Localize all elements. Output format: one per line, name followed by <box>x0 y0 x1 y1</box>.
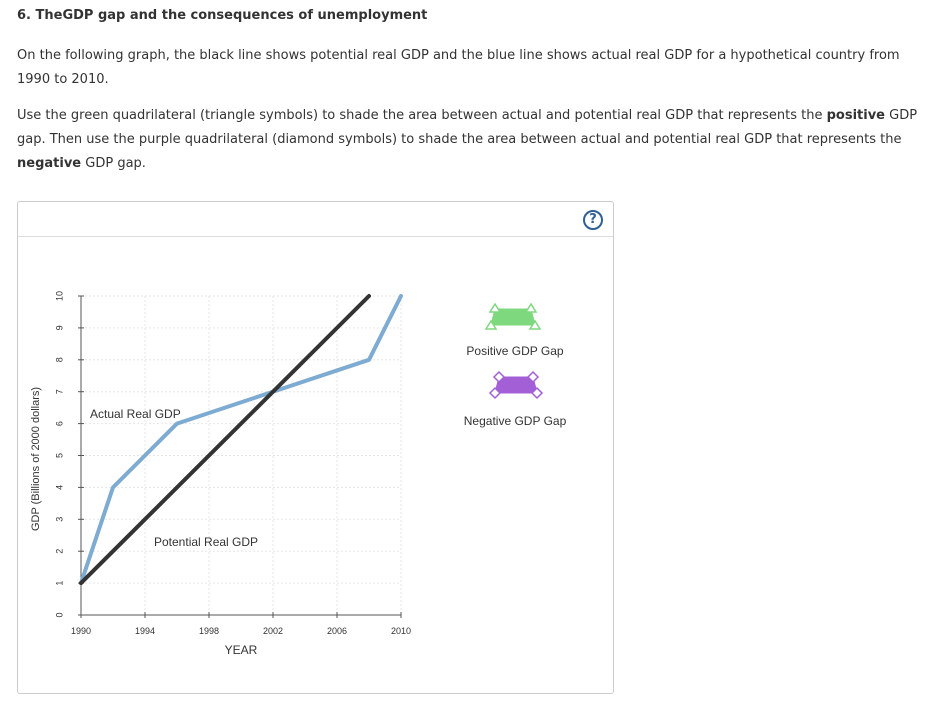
instruction-text-b: GDP gap. Then use the purple quadrilater… <box>17 108 918 147</box>
y-tick-label: 1 <box>54 581 64 586</box>
diamond-handle-icon[interactable] <box>530 386 544 400</box>
positive-gap-tool[interactable] <box>484 302 542 330</box>
negative-gap-tool-label: Negative GDP Gap <box>464 414 567 428</box>
x-tick-label: 1998 <box>199 626 219 636</box>
triangle-handle-icon[interactable] <box>528 319 542 330</box>
instruction-text-a: Use the green quadrilateral (triangle sy… <box>17 108 827 123</box>
instruction-text-c: GDP gap. <box>81 156 146 171</box>
x-axis-label: YEAR <box>225 643 258 657</box>
diamond-handle-icon[interactable] <box>526 370 540 384</box>
potential-gdp-line <box>79 294 371 586</box>
y-tick-label: 7 <box>54 389 64 394</box>
negative-gap-tool[interactable] <box>488 370 544 400</box>
y-tick-label: 9 <box>54 325 64 330</box>
y-tick-label: 8 <box>54 357 64 362</box>
positive-gap-tool-label: Positive GDP Gap <box>466 344 563 358</box>
y-axis-label: GDP (Billions of 2000 dollars) <box>30 387 42 531</box>
triangle-handle-icon[interactable] <box>488 302 502 313</box>
y-tick-label: 10 <box>54 291 64 301</box>
y-tick-label: 3 <box>54 517 64 522</box>
x-tick-label: 2002 <box>263 626 283 636</box>
graph-panel: ? 0 1 2 3 4 5 6 7 8 9 10 1990 1994 1998 2002 2006 2010 … <box>17 201 614 694</box>
y-tick-label: 2 <box>54 549 64 554</box>
y-tick-label: 5 <box>54 453 64 458</box>
chart-grid <box>81 295 402 615</box>
actual-gdp-line <box>79 294 403 586</box>
triangle-handle-icon[interactable] <box>524 302 538 313</box>
instruction-bold-negative: negative <box>17 156 82 171</box>
actual-gdp-line-label: Actual Real GDP <box>90 407 181 421</box>
question-title: 6. TheGDP gap and the consequences of un… <box>17 8 428 23</box>
y-tick-label: 6 <box>54 421 64 426</box>
potential-gdp-line-label: Potential Real GDP <box>154 535 258 549</box>
chart-series <box>79 294 403 586</box>
graph-panel-header <box>18 202 613 237</box>
chart-axes <box>78 295 402 618</box>
diamond-handle-icon[interactable] <box>488 386 502 400</box>
instruction-paragraph-2: Use the green quadrilateral (triangle sy… <box>17 104 929 176</box>
gdp-chart[interactable]: 0 1 2 3 4 5 6 7 8 9 10 1990 1994 1998 2002 2006 2010 GD… <box>18 202 613 693</box>
help-icon[interactable]: ? <box>583 210 603 230</box>
x-tick-label: 1990 <box>71 626 91 636</box>
instruction-bold-positive: positive <box>826 108 886 123</box>
x-tick-label: 2006 <box>327 626 347 636</box>
instruction-paragraph-1: On the following graph, the black line s… <box>17 48 900 87</box>
y-tick-labels: 0 1 2 3 4 5 6 7 8 9 10 <box>54 291 64 618</box>
x-tick-label: 1994 <box>135 626 155 636</box>
triangle-handle-icon[interactable] <box>484 319 498 330</box>
y-tick-label: 0 <box>54 612 64 617</box>
x-tick-labels: 1990 1994 1998 2002 2006 2010 <box>71 626 411 636</box>
diamond-handle-icon[interactable] <box>492 370 506 384</box>
y-tick-label: 4 <box>54 485 64 490</box>
x-tick-label: 2010 <box>391 626 411 636</box>
